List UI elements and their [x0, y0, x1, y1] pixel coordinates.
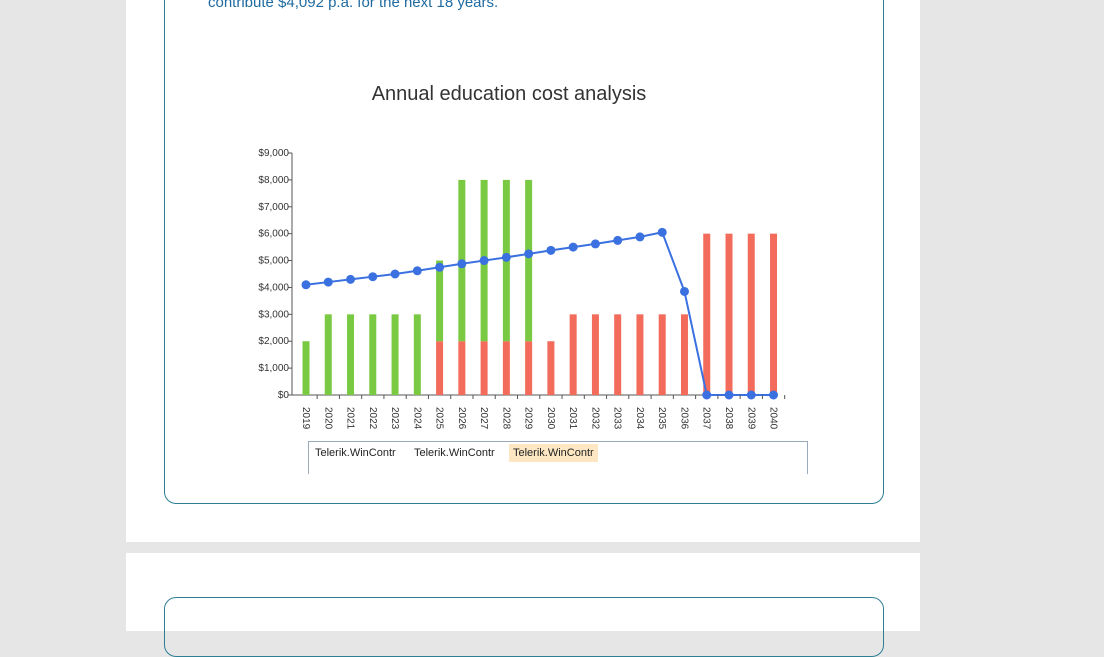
x-tick-label: 2030	[545, 407, 556, 430]
line-point-2036	[679, 286, 689, 296]
y-tick-label: $9,000	[258, 148, 289, 159]
x-tick-label: 2034	[634, 407, 645, 430]
x-tick-label: 2026	[456, 407, 467, 430]
bar-2027-s0	[480, 341, 488, 395]
bar-2038-s0	[725, 233, 733, 395]
x-tick-label: 2033	[612, 407, 623, 430]
line-point-2021	[346, 274, 356, 284]
line-point-2040	[769, 390, 779, 400]
line-point-2033	[613, 235, 623, 245]
y-axis-ticks: $0 $1,000 $2,000 $3,000 $4,000 $5,000 $6,000 $7…	[258, 148, 292, 401]
education-cost-chart: Annual education cost analysis 2019 2020 2…	[258, 83, 786, 430]
bar-2037-s0	[703, 233, 711, 395]
legend-item-3[interactable]: Telerik.WinContr	[509, 444, 598, 462]
line-point-2037	[702, 390, 712, 400]
line-point-2039	[746, 390, 756, 400]
line-point-2035	[657, 227, 667, 237]
bar-2020-s1	[324, 314, 332, 395]
y-tick-label: $6,000	[258, 229, 289, 240]
line-point-2024	[412, 266, 422, 276]
y-tick-label: $0	[278, 390, 290, 401]
line-point-2025	[435, 262, 445, 272]
x-tick-label: 2039	[745, 407, 756, 430]
x-tick-label: 2019	[300, 407, 311, 430]
x-tick-label: 2021	[345, 407, 356, 430]
y-tick-label: $8,000	[258, 175, 289, 186]
line-point-2030	[546, 245, 556, 255]
line-point-2028	[501, 252, 511, 262]
chart-line	[301, 227, 779, 400]
x-tick-label: 2028	[500, 407, 511, 430]
y-tick-label: $1,000	[258, 363, 289, 374]
chart-bars	[302, 179, 778, 395]
line-point-2019	[301, 280, 311, 290]
bar-2039-s0	[747, 233, 755, 395]
x-tick-label: 2023	[389, 407, 400, 430]
line-point-2034	[635, 232, 645, 242]
x-tick-label: 2022	[367, 407, 378, 430]
bar-2023-s1	[391, 314, 399, 395]
legend-item-2[interactable]: Telerik.WinContr	[414, 447, 495, 459]
x-tick-label: 2025	[434, 407, 445, 430]
legend-item-1[interactable]: Telerik.WinContr	[315, 447, 396, 459]
bar-2021-s1	[347, 314, 355, 395]
x-tick-label: 2020	[322, 407, 333, 430]
y-tick-label: $4,000	[258, 282, 289, 293]
x-axis-ticks: 2019 2020 2021 2022 2023 2024 2025 2026 2027 2028…	[300, 395, 786, 430]
x-tick-label: 2036	[678, 407, 689, 430]
bar-2040-s0	[770, 233, 778, 395]
y-tick-label: $2,000	[258, 336, 289, 347]
bar-2030-s0	[547, 341, 555, 395]
analysis-card	[164, 0, 884, 504]
bottom-panel	[126, 553, 920, 657]
bar-2031-s0	[569, 314, 577, 395]
line-point-2031	[568, 242, 578, 252]
line-series	[305, 231, 774, 396]
bar-2036-s0	[680, 314, 688, 395]
bar-2029-s0	[525, 341, 533, 395]
x-tick-label: 2024	[411, 407, 422, 430]
line-point-2023	[390, 269, 400, 279]
bar-2029-s1	[525, 179, 533, 342]
bar-2019-s1	[302, 341, 310, 395]
line-point-2029	[524, 249, 534, 259]
chart-title: Annual education cost analysis	[372, 83, 647, 105]
bar-2024-s1	[413, 314, 421, 395]
line-point-2026	[457, 259, 467, 269]
bar-2034-s0	[636, 314, 644, 395]
intro-text: contribute $4,092 p.a. for the next 18 y…	[208, 0, 499, 11]
y-tick-label: $3,000	[258, 309, 289, 320]
chart-legend[interactable]: Telerik.WinContr Telerik.WinContr Teleri…	[308, 441, 808, 474]
bar-2025-s1	[436, 260, 444, 342]
x-tick-label: 2040	[768, 407, 779, 430]
x-tick-label: 2035	[656, 407, 667, 430]
x-tick-label: 2031	[567, 407, 578, 430]
line-point-2022	[368, 272, 378, 282]
bar-2028-s0	[502, 341, 510, 395]
y-tick-label: $5,000	[258, 256, 289, 267]
bar-2033-s0	[614, 314, 622, 395]
bar-2026-s0	[458, 341, 466, 395]
line-point-2020	[323, 277, 333, 287]
bar-2022-s1	[369, 314, 377, 395]
x-tick-label: 2032	[589, 407, 600, 430]
line-point-2038	[724, 390, 734, 400]
x-tick-label: 2037	[701, 407, 712, 430]
line-point-2027	[479, 256, 489, 266]
bar-2032-s0	[591, 314, 599, 395]
x-tick-label: 2027	[478, 407, 489, 430]
bar-2035-s0	[658, 314, 666, 395]
y-tick-label: $7,000	[258, 202, 289, 213]
line-point-2032	[590, 239, 600, 249]
bar-2025-s0	[436, 341, 444, 395]
x-tick-label: 2038	[723, 407, 734, 430]
x-tick-label: 2029	[523, 407, 534, 430]
